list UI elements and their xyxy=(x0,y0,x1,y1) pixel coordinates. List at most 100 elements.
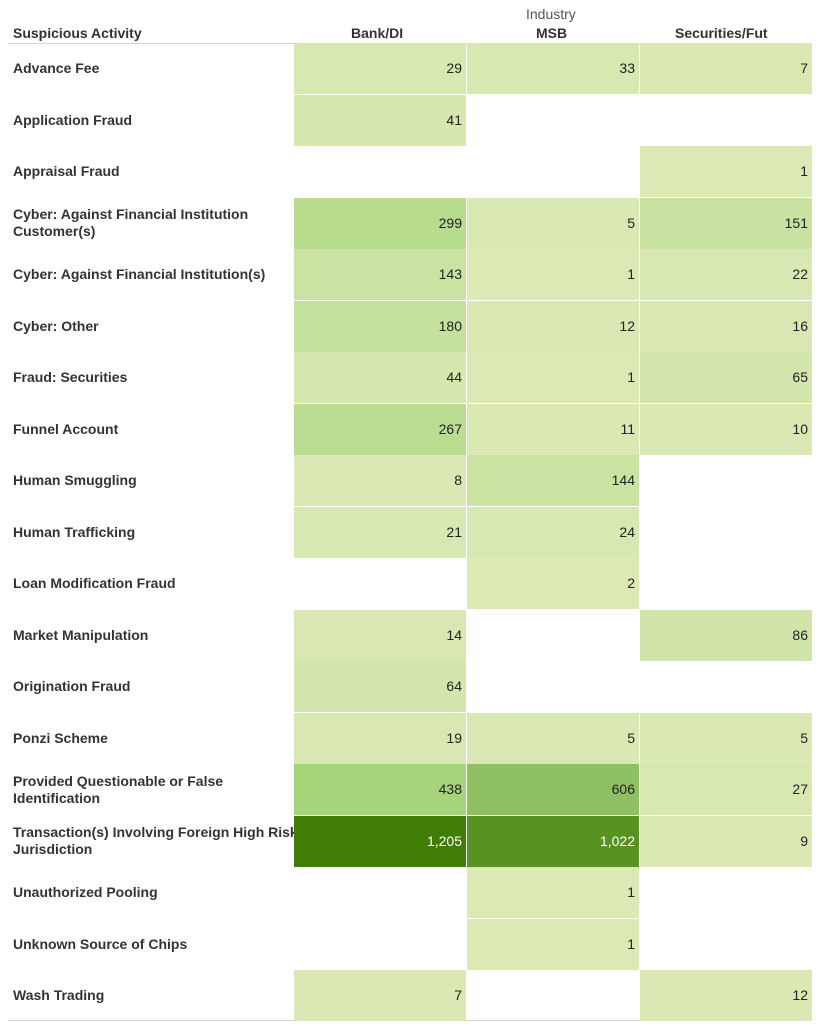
cell-value-label: 11 xyxy=(620,420,635,437)
cell-value-label: 27 xyxy=(792,781,808,798)
cell-value-label: 143 xyxy=(438,266,462,283)
heatmap-cell-ponzi-scheme-bank-di xyxy=(294,712,466,764)
row-label-application-fraud: Application Fraud xyxy=(13,111,132,128)
heatmap-cell-human-trafficking-bank-di xyxy=(294,506,466,558)
heatmap-cell-funnel-account-bank-di xyxy=(294,403,466,455)
cell-value-label: 19 xyxy=(446,729,462,746)
cell-value-label: 1 xyxy=(800,163,808,180)
heatmap-cell-funnel-account-msb xyxy=(467,403,639,455)
cell-value-label: 5 xyxy=(627,214,635,231)
heatmap-cell-cyber-against-financial-institution-s-securities-fut xyxy=(640,249,812,300)
heatmap-cell-cyber-against-financial-institution-s-msb xyxy=(467,249,639,300)
heatmap-cell-wash-trading-securities-fut xyxy=(640,970,812,1021)
row-label-market-manipulation: Market Manipulation xyxy=(13,626,149,643)
industry-group-label: Industry xyxy=(526,6,576,22)
row-label-appraisal-fraud: Appraisal Fraud xyxy=(13,163,120,180)
cell-value-label: 14 xyxy=(446,626,462,643)
heatmap-cell-advance-fee-bank-di xyxy=(294,43,466,94)
row-label-cyber-against-financial-institution-customer-s: Cyber: Against Financial Institution Cus… xyxy=(13,206,249,240)
cell-value-label: 1 xyxy=(627,369,635,386)
heatmap-cell-provided-questionable-or-false-identification-msb xyxy=(467,764,639,815)
heatmap-cell-cyber-against-financial-institution-customer-s-msb xyxy=(467,197,639,249)
cell-value-label: 64 xyxy=(446,678,462,695)
cell-value-label: 438 xyxy=(438,781,462,798)
heatmap-cell-market-manipulation-bank-di xyxy=(294,609,466,661)
heatmap-cell-advance-fee-securities-fut xyxy=(640,43,812,94)
cell-value-label: 144 xyxy=(611,472,635,489)
row-label-unknown-source-of-chips: Unknown Source of Chips xyxy=(13,935,188,952)
heatmap-cell-ponzi-scheme-msb xyxy=(467,712,639,764)
cell-value-label: 33 xyxy=(619,60,635,77)
heatmap-cell-fraud-securities-securities-fut xyxy=(640,352,812,403)
heatmap-cell-provided-questionable-or-false-identification-bank-di xyxy=(294,764,466,815)
column-header-securities-fut: Securities/Fut xyxy=(675,25,768,41)
heatmap-cell-human-smuggling-msb xyxy=(467,455,639,506)
row-label-human-trafficking: Human Trafficking xyxy=(13,523,136,540)
heatmap-cell-funnel-account-securities-fut xyxy=(640,403,812,455)
heatmap-cell-appraisal-fraud-securities-fut xyxy=(640,146,812,197)
heatmap-cell-loan-modification-fraud-msb xyxy=(467,558,639,609)
row-label-fraud-securities: Fraud: Securities xyxy=(13,369,128,386)
cell-value-label: 22 xyxy=(792,266,808,283)
cell-value-label: 267 xyxy=(438,420,462,437)
heatmap-cell-human-trafficking-msb xyxy=(467,506,639,558)
row-label-cyber-against-financial-institution-s: Cyber: Against Financial Institution(s) xyxy=(13,266,266,283)
heatmap-cell-cyber-against-financial-institution-customer-s-bank-di xyxy=(294,197,466,249)
heatmap-cell-fraud-securities-bank-di xyxy=(294,352,466,403)
heatmap-cell-cyber-other-securities-fut xyxy=(640,300,812,352)
cell-value-label: 44 xyxy=(446,369,462,386)
row-label-origination-fraud: Origination Fraud xyxy=(13,678,131,695)
cell-value-label: 10 xyxy=(792,420,808,437)
heatmap-cell-transaction-s-involving-foreign-high-risk-jurisdiction-msb xyxy=(467,815,639,867)
heatmap-cell-wash-trading-bank-di xyxy=(294,970,466,1021)
heatmap-cell-transaction-s-involving-foreign-high-risk-jurisdiction-securities-fut xyxy=(640,815,812,867)
cell-value-label: 1,022 xyxy=(599,832,635,849)
cell-value-label: 2 xyxy=(627,575,635,592)
column-header-bank-di: Bank/DI xyxy=(351,25,404,41)
cell-value-label: 41 xyxy=(446,111,462,128)
cell-value-label: 1 xyxy=(627,884,635,901)
cell-value-label: 12 xyxy=(619,317,635,334)
cell-value-label: 299 xyxy=(438,214,462,231)
cell-value-label: 12 xyxy=(792,987,808,1004)
cell-value-label: 180 xyxy=(438,317,462,334)
cell-value-label: 86 xyxy=(792,626,808,643)
cell-value-label: 65 xyxy=(792,369,808,386)
row-label-transaction-s-involving-foreign-high-risk-jurisdiction: Transaction(s) Involving Foreign High Ri… xyxy=(13,824,298,858)
heatmap-cell-fraud-securities-msb xyxy=(467,352,639,403)
cell-value-label: 9 xyxy=(800,832,808,849)
heatmap-cell-ponzi-scheme-securities-fut xyxy=(640,712,812,764)
cell-value-label: 7 xyxy=(800,60,808,77)
heatmap-cell-cyber-other-bank-di xyxy=(294,300,466,352)
heatmap-cell-cyber-against-financial-institution-s-bank-di xyxy=(294,249,466,300)
row-label-human-smuggling: Human Smuggling xyxy=(13,472,137,489)
cell-value-label: 1,205 xyxy=(426,832,462,849)
heatmap-cell-cyber-against-financial-institution-customer-s-securities-fut xyxy=(640,197,812,249)
row-label-wash-trading: Wash Trading xyxy=(13,987,105,1004)
heatmap-cell-human-smuggling-bank-di xyxy=(294,455,466,506)
cell-value-label: 1 xyxy=(627,266,635,283)
cell-value-label: 24 xyxy=(619,523,635,540)
row-label-funnel-account: Funnel Account xyxy=(13,420,119,437)
row-label-advance-fee: Advance Fee xyxy=(13,60,100,77)
heatmap-cell-unknown-source-of-chips-msb xyxy=(467,918,639,970)
cell-value-label: 606 xyxy=(611,781,635,798)
cell-value-label: 21 xyxy=(446,523,462,540)
row-label-loan-modification-fraud: Loan Modification Fraud xyxy=(13,575,176,592)
row-label-provided-questionable-or-false-identification: Provided Questionable or False Identific… xyxy=(13,772,224,806)
cell-value-label: 8 xyxy=(454,472,462,489)
cell-value-label: 1 xyxy=(627,935,635,952)
cell-value-label: 151 xyxy=(784,214,808,231)
heatmap-cell-transaction-s-involving-foreign-high-risk-jurisdiction-bank-di xyxy=(294,815,466,867)
cell-value-label: 7 xyxy=(454,987,462,1004)
heatmap-cell-application-fraud-bank-di xyxy=(294,94,466,146)
cell-value-label: 29 xyxy=(446,60,462,77)
heatmap-cell-cyber-other-msb xyxy=(467,300,639,352)
heatmap-cell-market-manipulation-securities-fut xyxy=(640,609,812,661)
column-header-msb: MSB xyxy=(536,25,568,41)
row-header-label: Suspicious Activity xyxy=(13,25,142,41)
row-label-ponzi-scheme: Ponzi Scheme xyxy=(13,729,108,746)
heatmap-cell-provided-questionable-or-false-identification-securities-fut xyxy=(640,764,812,815)
row-label-cyber-other: Cyber: Other xyxy=(13,317,99,334)
